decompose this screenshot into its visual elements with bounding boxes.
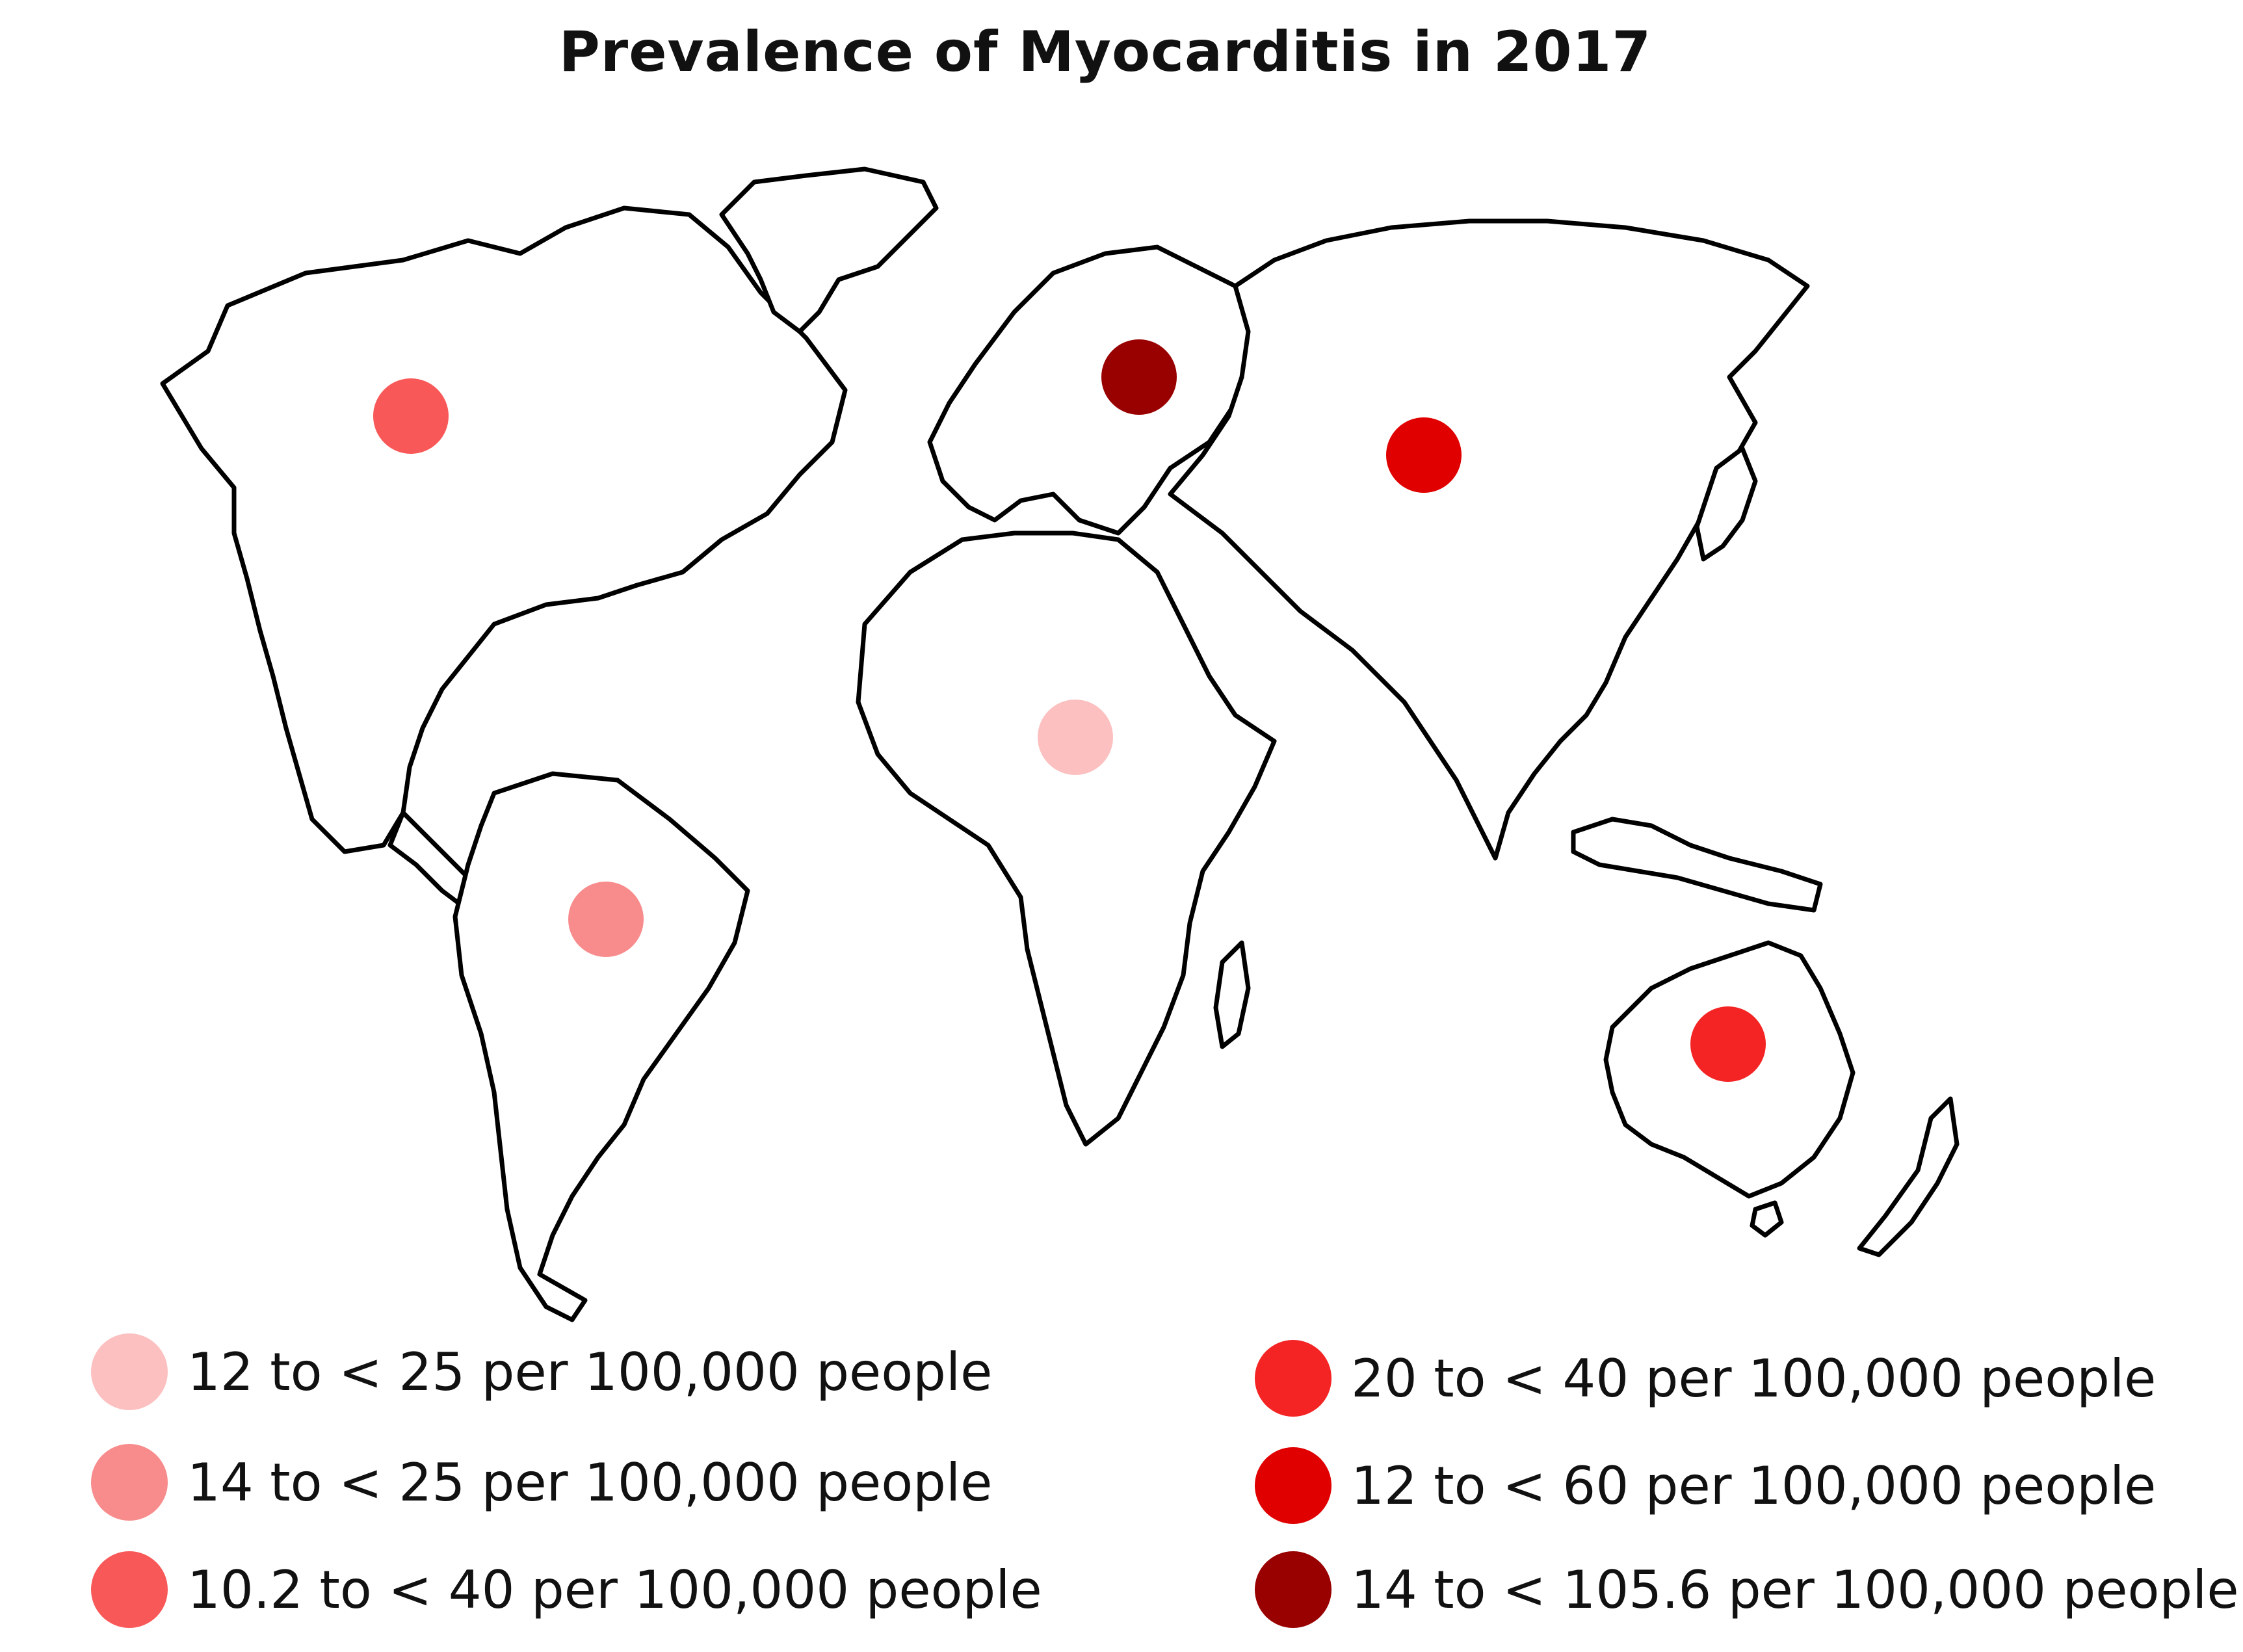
marker-north-america [373,378,449,454]
landmass-south-america [453,771,750,1322]
legend-label: 14 to < 105.6 per 100,000 people [1351,1559,2239,1620]
landmass-asia [1168,218,1810,861]
legend-item: 20 to < 40 per 100,000 people [1255,1333,2156,1424]
marker-eastern-europe [1101,339,1177,415]
legend-swatch [91,1444,168,1521]
legend-label: 12 to < 25 per 100,000 people [187,1341,993,1402]
legend-label: 10.2 to < 40 per 100,000 people [187,1559,1042,1620]
marker-layer [373,339,1766,1082]
legend-swatch [1255,1551,1331,1628]
landmass-tasmania [1750,1200,1784,1238]
marker-australia [1690,1006,1766,1082]
landmass-greenland [719,166,939,334]
legend-swatch [91,1551,168,1628]
legend-item: 14 to < 25 per 100,000 people [91,1437,992,1528]
legend-swatch [1255,1447,1331,1524]
map-title: Prevalence of Myocarditis in 2017 [558,20,1652,85]
legend-item: 12 to < 25 per 100,000 people [91,1326,992,1417]
landmass-southeast-asia-islands [1571,817,1823,913]
legend-item: 14 to < 105.6 per 100,000 people [1255,1544,2239,1635]
legend-item: 12 to < 60 per 100,000 people [1255,1440,2156,1531]
legend-swatch [91,1333,168,1410]
legend-label: 14 to < 25 per 100,000 people [187,1452,993,1513]
landmass-africa [856,531,1277,1147]
legend-label: 12 to < 60 per 100,000 people [1351,1455,2157,1516]
landmass-new-zealand [1857,1096,1960,1257]
legend-swatch [1255,1340,1331,1417]
marker-asia [1386,417,1462,493]
landmass-north-america [160,205,848,854]
landmass-japan [1694,446,1758,562]
legend-label: 20 to < 40 per 100,000 people [1351,1348,2157,1409]
marker-south-america [568,882,644,957]
marker-africa [1038,700,1113,775]
legend-item: 10.2 to < 40 per 100,000 people [91,1544,1042,1635]
landmass-madagascar [1213,940,1251,1049]
